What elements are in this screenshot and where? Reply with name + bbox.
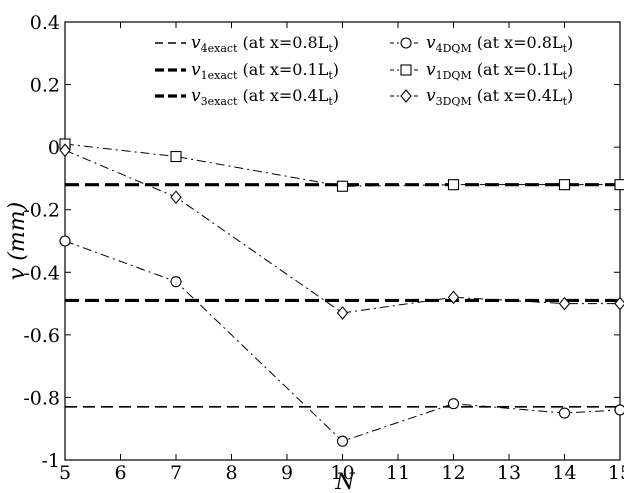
legend: v4exact (at x=0.8Lt) v4DQM (at x=0.8Lt)v1… <box>155 33 573 108</box>
legend-label-rest: (at x=0.4L <box>472 86 563 105</box>
legend-label-sub: 3DQM <box>436 95 472 108</box>
data-point-square <box>336 180 349 192</box>
legend-label-sub: 1exact <box>201 69 238 82</box>
legend-label-close: ) <box>567 60 573 79</box>
data-point-diamond <box>447 290 460 305</box>
y-tick-label: 0 <box>48 137 60 159</box>
legend-label-tsub: t <box>563 69 568 82</box>
legend-marker-square <box>400 64 412 76</box>
legend-label-sub: 4DQM <box>436 42 472 55</box>
series-5 <box>59 143 624 320</box>
legend-label-tsub: t <box>563 95 568 108</box>
series-line <box>64 149 620 314</box>
data-point-square <box>558 179 571 191</box>
legend-entry-3: v1DQM (at x=0.1Lt) <box>390 60 573 82</box>
legend-label-sym: v <box>191 33 201 53</box>
y-tick-label: 0.2 <box>30 75 60 97</box>
data-point-diamond <box>558 296 571 311</box>
x-tick-label: 13 <box>497 462 521 484</box>
legend-entry-5: v3DQM (at x=0.4Lt) <box>390 86 573 108</box>
legend-label-close: ) <box>567 86 573 105</box>
legend-label-sym: v <box>426 60 436 80</box>
legend-label-rest: (at x=0.4L <box>237 86 328 105</box>
series-3 <box>59 138 624 192</box>
legend-label-rest: (at x=0.1L <box>237 60 328 79</box>
data-point-diamond <box>336 306 349 320</box>
axis-ticks: 5 6 7 8 9 10 11 12 13 14 15 0.4 0.2 0 -0.2 -0.4 -0.6 -0.8… <box>23 12 624 484</box>
legend-label-tsub: t <box>328 69 333 82</box>
legend-label-close: ) <box>333 60 339 79</box>
x-tick-label: 5 <box>59 462 71 484</box>
legend-label-sym: v <box>426 33 436 53</box>
legend-label-close: ) <box>567 33 573 52</box>
y-axis-label: v (mm) <box>5 202 30 280</box>
data-point-square <box>170 150 182 163</box>
legend-label-rest: (at x=0.1L <box>472 60 563 79</box>
legend-label-close: ) <box>333 86 339 105</box>
data-point-circle <box>170 276 182 288</box>
x-tick-label: 10 <box>330 462 354 484</box>
series-line <box>64 143 620 187</box>
data-point-circle <box>59 235 71 247</box>
legend-label-rest: (at x=0.8L <box>237 33 328 52</box>
legend-label-sub: 4exact <box>201 42 238 55</box>
legend-entry-1: v4DQM (at x=0.8Lt) <box>390 33 573 55</box>
legend-label: v3DQM (at x=0.4Lt) <box>426 86 573 108</box>
y-tick-label: -0.8 <box>23 387 60 409</box>
x-tick-label: 8 <box>225 462 237 484</box>
legend-label: v1DQM (at x=0.1Lt) <box>426 60 573 82</box>
y-tick-label: 0.4 <box>30 12 60 34</box>
data-point-square <box>614 179 624 191</box>
legend-label-sym: v <box>426 86 436 106</box>
series-line <box>64 240 621 442</box>
y-tick-label: -0.4 <box>23 262 60 284</box>
x-tick-label: 11 <box>386 462 410 484</box>
data-point-circle <box>447 398 460 410</box>
series-layer <box>59 138 624 447</box>
legend-label-sym: v <box>191 60 201 80</box>
y-tick-label: -0.2 <box>23 200 60 222</box>
legend-label: v4exact (at x=0.8Lt) <box>191 33 339 55</box>
data-point-circle <box>558 407 571 419</box>
legend-label-rest: (at x=0.8L <box>472 33 563 52</box>
legend-marker-diamond <box>400 89 412 103</box>
x-tick-label: 14 <box>552 462 576 484</box>
data-point-diamond <box>170 190 182 205</box>
legend-marker-circle <box>400 37 412 49</box>
legend-entry-2: v1exact (at x=0.1Lt) <box>155 60 339 82</box>
legend-label-sub: 1DQM <box>436 69 472 82</box>
data-point-diamond <box>59 143 71 158</box>
x-tick-label: 7 <box>170 462 182 484</box>
x-axis-label: N <box>334 470 355 493</box>
legend-label-sym: v <box>191 86 201 106</box>
x-tick-label: 15 <box>608 462 624 484</box>
legend-label-close: ) <box>333 33 339 52</box>
x-tick-label: 12 <box>441 462 465 484</box>
data-point-circle <box>336 435 349 447</box>
legend-label: v3exact (at x=0.4Lt) <box>191 86 339 108</box>
legend-label-tsub: t <box>563 42 568 55</box>
legend-label-sub: 3exact <box>201 95 238 108</box>
y-tick-label: -1 <box>41 450 60 472</box>
legend-label: v1exact (at x=0.1Lt) <box>191 60 339 82</box>
legend-label: v4DQM (at x=0.8Lt) <box>426 33 573 55</box>
data-point-diamond <box>614 296 624 311</box>
legend-label-tsub: t <box>328 42 333 55</box>
legend-label-tsub: t <box>328 95 333 108</box>
data-point-square <box>447 179 460 191</box>
series-1 <box>59 235 624 447</box>
legend-entry-4: v3exact (at x=0.4Lt) <box>155 86 339 108</box>
data-point-circle <box>614 404 624 416</box>
y-tick-label: -0.6 <box>23 325 60 347</box>
x-tick-label: 9 <box>281 462 293 484</box>
legend-entry-0: v4exact (at x=0.8Lt) <box>155 33 339 55</box>
x-tick-label: 6 <box>114 462 126 484</box>
